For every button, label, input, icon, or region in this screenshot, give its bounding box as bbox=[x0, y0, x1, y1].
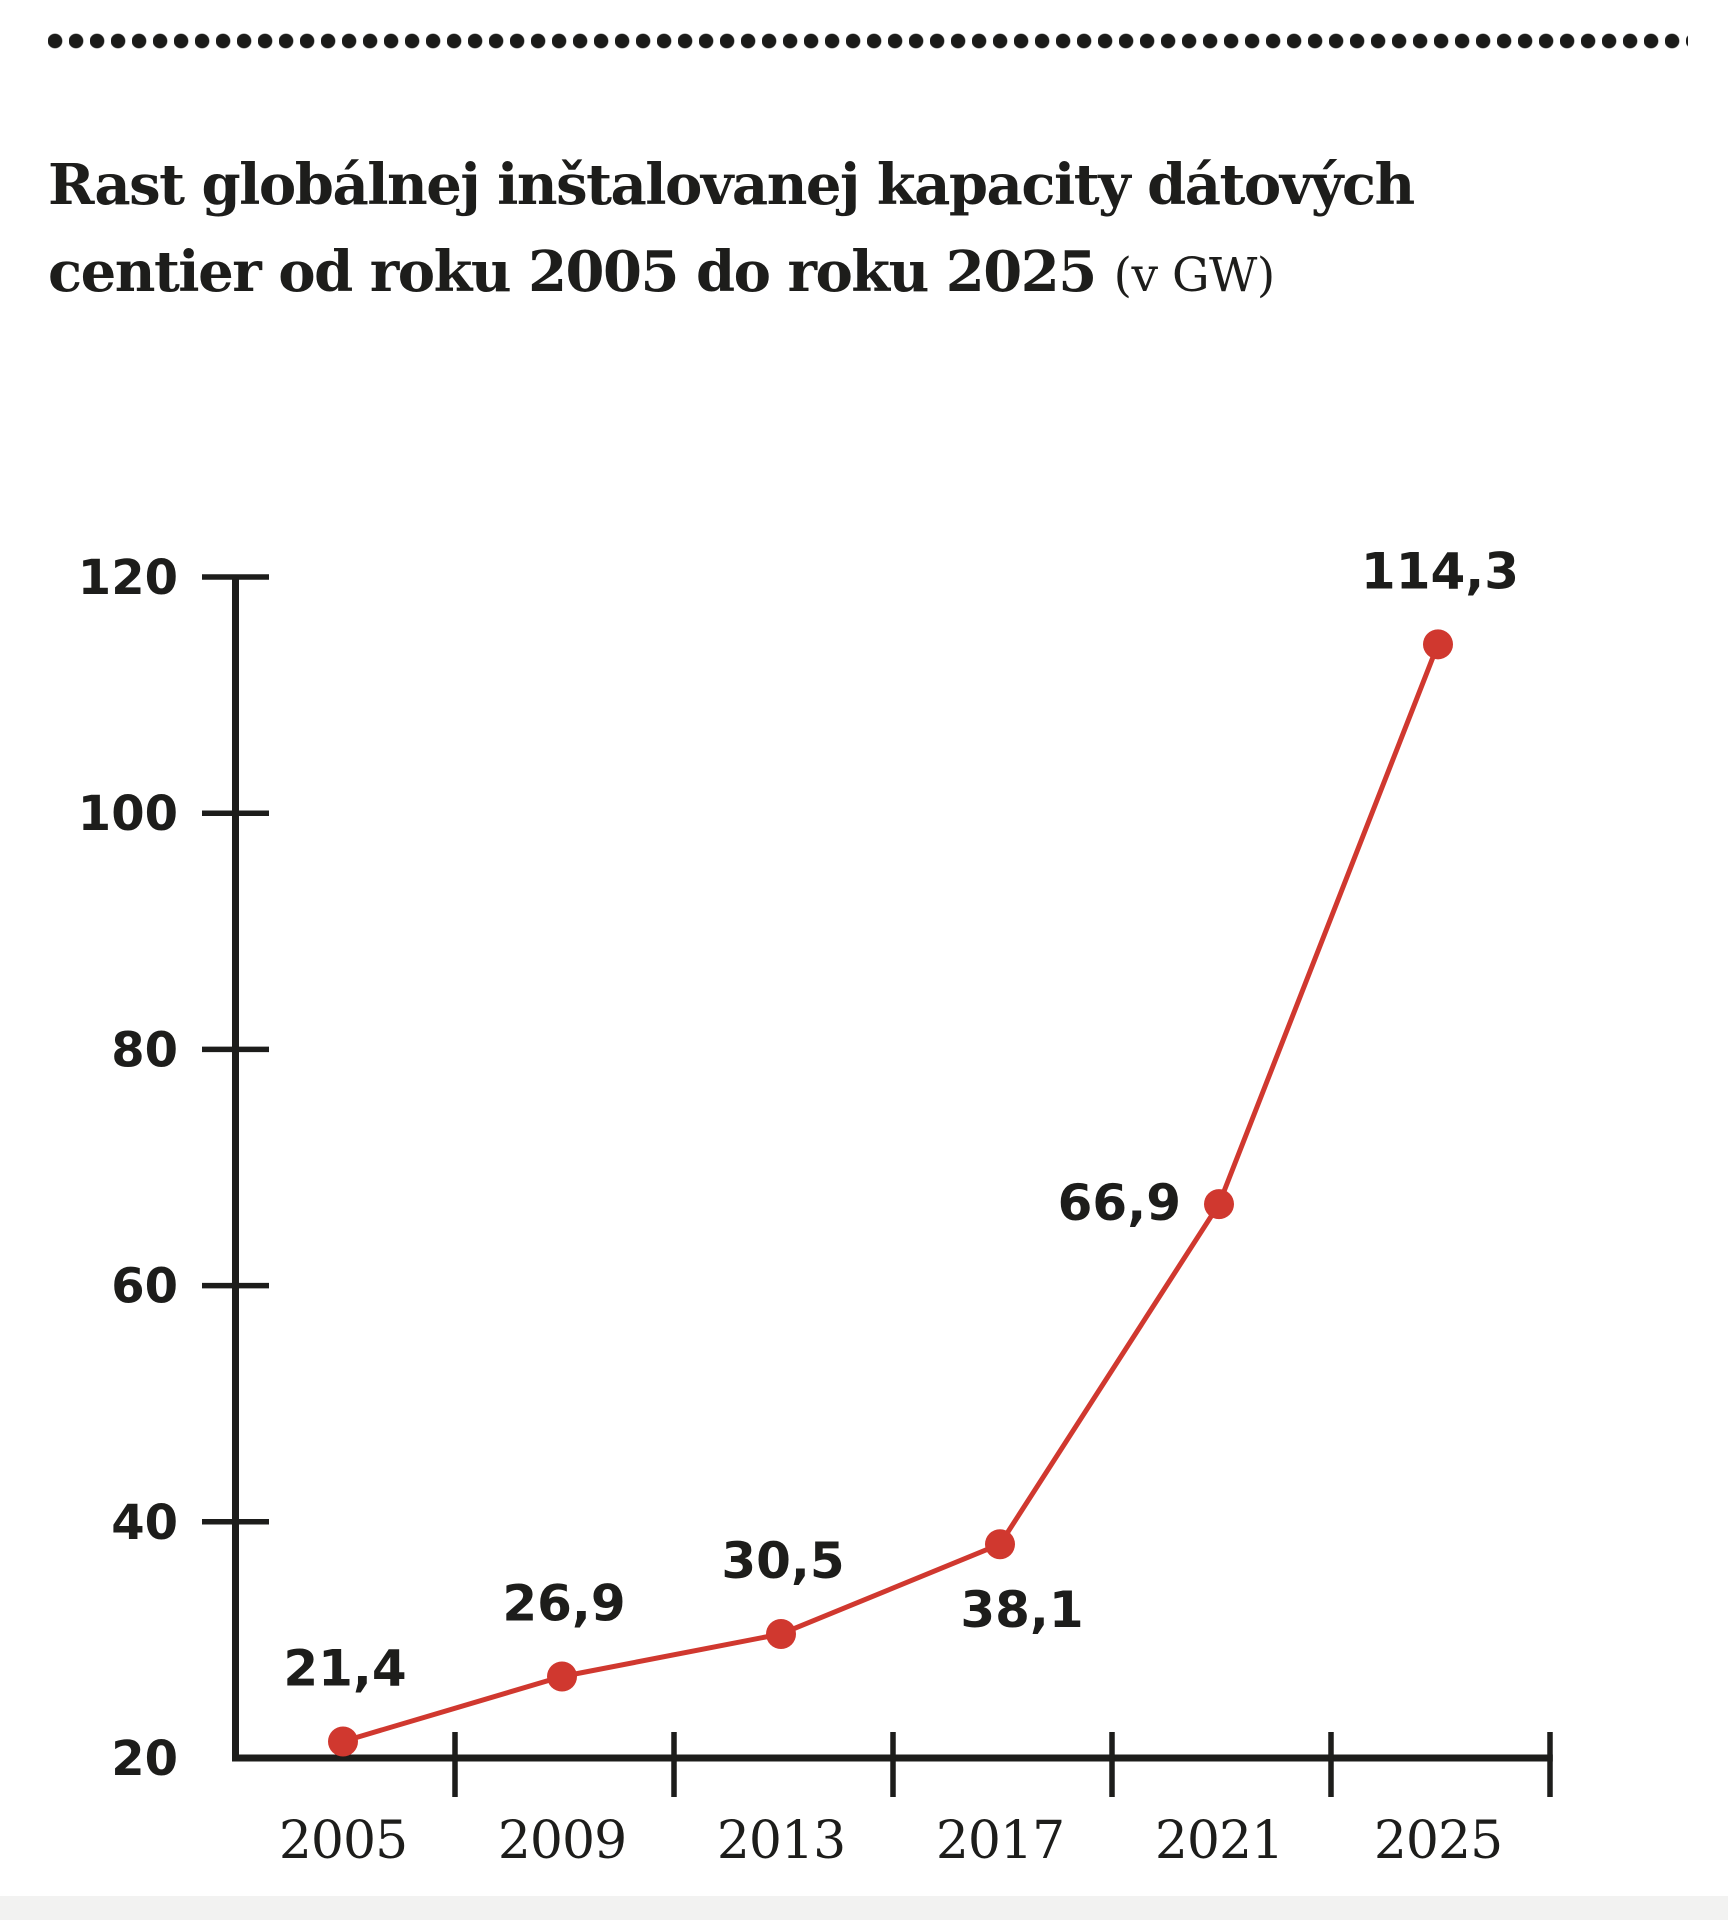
x-tick-label: 2017 bbox=[936, 1811, 1064, 1871]
chart-title-unit: (v GW) bbox=[1113, 248, 1276, 303]
data-point bbox=[985, 1529, 1015, 1560]
chart-title: Rast globálnej inštalovanej kapacity dát… bbox=[48, 142, 1648, 319]
y-tick-label: 120 bbox=[78, 550, 178, 606]
x-tick-label: 2021 bbox=[1155, 1811, 1283, 1871]
data-point bbox=[1204, 1189, 1234, 1220]
chart-title-line1: Rast globálnej inštalovanej kapacity dát… bbox=[48, 152, 1415, 218]
dotted-divider bbox=[48, 33, 1688, 49]
y-tick-label: 80 bbox=[111, 1022, 178, 1078]
data-point bbox=[766, 1618, 796, 1649]
data-point-label: 21,4 bbox=[283, 1639, 406, 1697]
y-tick-label: 40 bbox=[111, 1495, 178, 1551]
x-tick-label: 2005 bbox=[279, 1811, 407, 1871]
data-point bbox=[547, 1661, 577, 1692]
x-tick-label: 2025 bbox=[1374, 1811, 1502, 1871]
data-point-label: 114,3 bbox=[1361, 542, 1519, 600]
data-point-label: 38,1 bbox=[960, 1581, 1083, 1639]
y-tick-label: 100 bbox=[78, 786, 178, 842]
data-point-label: 66,9 bbox=[1058, 1174, 1181, 1232]
y-tick-label: 20 bbox=[111, 1731, 178, 1787]
page-bottom-strip bbox=[0, 1896, 1728, 1920]
data-point bbox=[328, 1726, 358, 1757]
y-tick-label: 60 bbox=[111, 1259, 178, 1315]
data-point-label: 26,9 bbox=[502, 1575, 625, 1633]
data-point bbox=[1423, 629, 1453, 660]
data-point-label: 30,5 bbox=[721, 1532, 844, 1590]
x-tick-label: 2009 bbox=[498, 1811, 626, 1871]
x-tick-label: 2013 bbox=[717, 1811, 845, 1871]
series-line bbox=[340, 641, 1441, 1744]
chart-title-line2: centier od roku 2005 do roku 2025 bbox=[48, 239, 1097, 305]
